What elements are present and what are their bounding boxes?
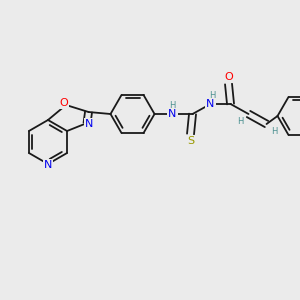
Text: H: H <box>271 128 278 136</box>
Text: O: O <box>60 98 68 108</box>
Text: N: N <box>44 160 52 170</box>
Text: H: H <box>169 101 176 110</box>
Text: N: N <box>168 109 177 119</box>
Text: S: S <box>187 136 194 146</box>
Text: O: O <box>224 72 233 82</box>
Text: H: H <box>237 116 244 125</box>
Text: H: H <box>209 91 216 100</box>
Text: N: N <box>85 119 93 129</box>
Text: N: N <box>206 99 215 109</box>
